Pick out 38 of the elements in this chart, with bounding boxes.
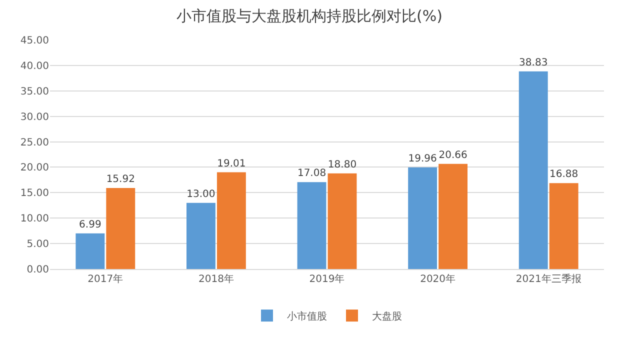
data-label: 16.88 xyxy=(550,169,578,180)
x-tick-label: 2017年 xyxy=(88,273,124,285)
y-tick-label: 30.00 xyxy=(20,112,49,123)
y-tick-label: 5.00 xyxy=(26,239,49,250)
bar xyxy=(518,71,548,269)
data-label: 13.00 xyxy=(186,188,216,200)
legend-label: 小市值股 xyxy=(287,310,327,322)
bar xyxy=(549,183,578,269)
bar xyxy=(328,173,357,269)
y-tick-label: 15.00 xyxy=(20,188,49,200)
data-label: 19.01 xyxy=(217,158,246,170)
data-label: 15.92 xyxy=(106,174,135,185)
bar xyxy=(438,164,468,269)
x-tick-label: 2021年三季报 xyxy=(516,273,582,285)
data-label: 38.83 xyxy=(519,57,548,68)
bar xyxy=(186,202,216,269)
y-tick-label: 40.00 xyxy=(20,60,49,72)
x-tick-label: 2020年 xyxy=(420,273,456,285)
data-label: 18.80 xyxy=(328,159,357,170)
bar xyxy=(216,172,246,269)
y-tick-label: 0.00 xyxy=(26,264,49,276)
x-tick-label: 2018年 xyxy=(198,273,234,285)
bar xyxy=(106,188,136,269)
bar xyxy=(297,182,326,269)
legend-label: 大盘股 xyxy=(372,310,402,322)
bar xyxy=(76,233,105,269)
y-tick-label: 20.00 xyxy=(20,162,49,174)
bar xyxy=(408,167,438,269)
y-tick-label: 25.00 xyxy=(20,137,49,148)
chart-title: 小市值股与大盘股机构持股比例对比(%) xyxy=(176,6,442,25)
data-label: 19.96 xyxy=(408,153,437,164)
y-tick-label: 10.00 xyxy=(20,214,49,225)
data-label: 17.08 xyxy=(297,168,326,180)
y-tick-label: 45.00 xyxy=(20,36,49,46)
y-tick-label: 35.00 xyxy=(20,86,49,98)
data-label: 20.66 xyxy=(438,150,468,161)
x-tick-label: 2019年 xyxy=(309,273,345,285)
data-label: 6.99 xyxy=(79,219,102,230)
